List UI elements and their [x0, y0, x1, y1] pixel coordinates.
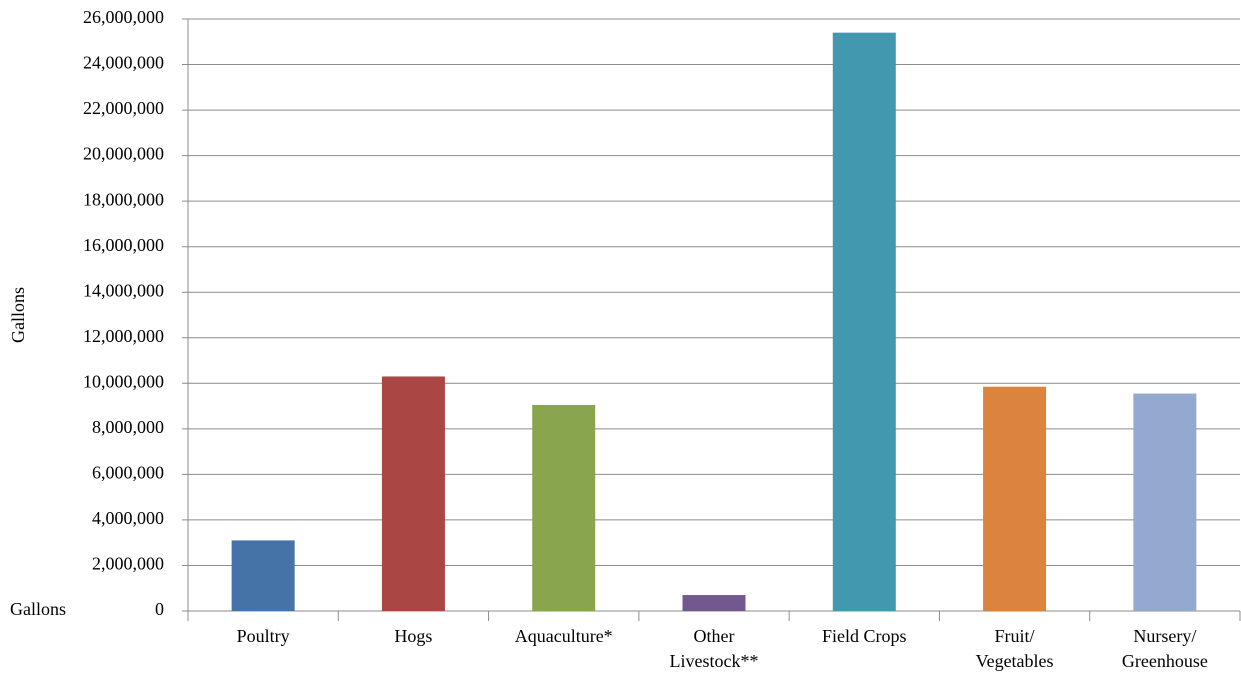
y-tick-label: 20,000,000	[83, 144, 164, 164]
y-tick-label: 6,000,000	[92, 463, 164, 483]
bar	[381, 376, 445, 611]
y-tick-label: 4,000,000	[92, 508, 164, 528]
bar	[532, 404, 596, 611]
y-tick-label: 8,000,000	[92, 417, 164, 437]
x-tick-label: Aquaculture*	[514, 626, 613, 646]
x-tick-label: Nursery/ Greenhouse	[1121, 626, 1208, 671]
x-tick-label: Fruit/ Vegetables	[975, 626, 1054, 671]
y-tick-label: 10,000,000	[83, 371, 164, 391]
y-tick-label: 26,000,000	[83, 7, 164, 27]
y-axis-title: Gallons	[8, 287, 28, 343]
y-tick-label: 24,000,000	[83, 53, 164, 73]
y-tick-label: 0	[155, 599, 164, 619]
y-tick-label: 12,000,000	[83, 326, 164, 346]
y-tick-label: 22,000,000	[83, 98, 164, 118]
bar	[832, 32, 896, 611]
x-tick-label: Field Crops	[822, 626, 907, 646]
bar	[1133, 393, 1197, 611]
y-tick-label: 14,000,000	[83, 280, 164, 300]
y-tick-label: 2,000,000	[92, 554, 164, 574]
x-tick-label: Hogs	[394, 626, 433, 646]
x-tick-label: Other Livestock**	[669, 626, 759, 671]
y-tick-label: 18,000,000	[83, 189, 164, 209]
bar	[231, 540, 295, 611]
series-label: Gallons	[10, 599, 66, 619]
bar	[682, 595, 746, 611]
bar	[983, 386, 1047, 611]
y-tick-label: 16,000,000	[83, 235, 164, 255]
x-tick-label: Poultry	[236, 626, 290, 646]
